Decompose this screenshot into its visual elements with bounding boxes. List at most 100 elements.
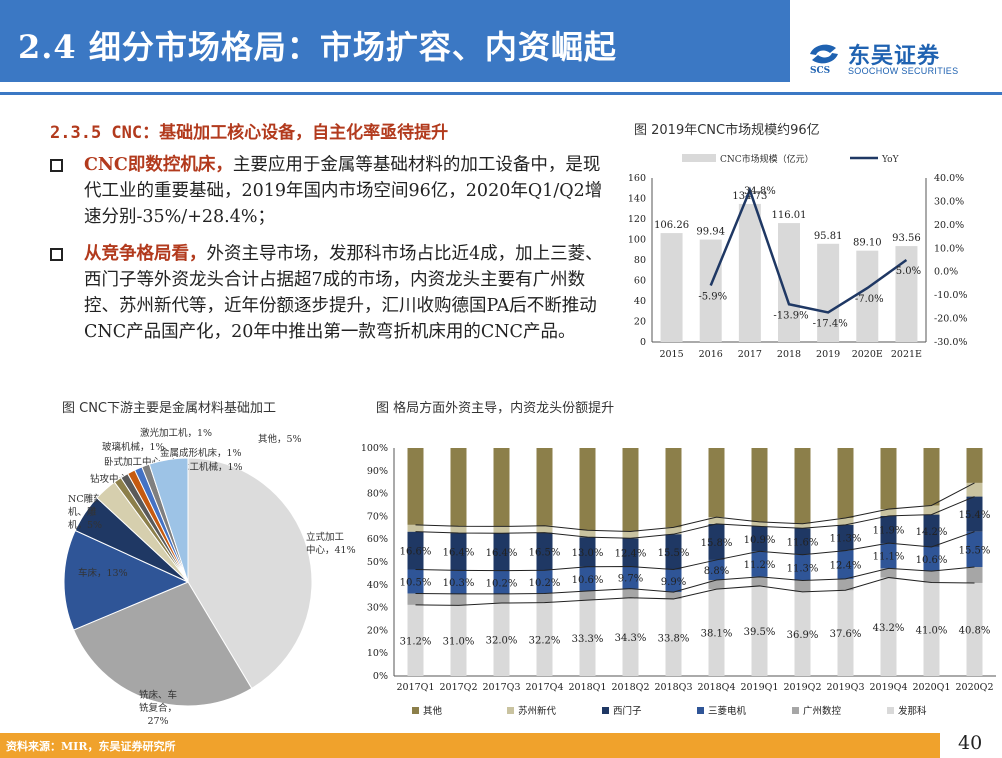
bar-value-label: 89.10 (853, 238, 882, 249)
share-bar-segment (536, 532, 553, 571)
share-label-mitsubishi: 11.2% (744, 560, 776, 571)
market-size-chart: CNC市场规模（亿元） YoY 0 20 40 60 80 100 120 140 160 -30.0… (628, 153, 968, 360)
share-bar-segment (450, 570, 467, 594)
pie-slice-label: 铣床、车铣复合， 27% (139, 689, 177, 727)
pie-slice-label: 玻璃机械，1% (102, 441, 165, 453)
bar-value-label: 93.56 (892, 233, 921, 244)
share-label-mitsubishi: 12.4% (830, 561, 862, 572)
logo-name-en: SOOCHOW SECURITIES (848, 66, 959, 76)
bullet-emphasis: 从竞争格局看， (84, 244, 207, 264)
share-label-mitsubishi: 10.5% (400, 577, 432, 588)
bar-value-label: 116.01 (772, 210, 807, 221)
share-bar-segment (880, 543, 897, 569)
share-label-mitsubishi: 15.5% (959, 545, 991, 556)
yoy-value-label: 34.8% (744, 186, 776, 197)
share-bar-segment (966, 448, 983, 483)
y-tick-label-left: 140 (628, 194, 646, 205)
share-bar-segment (751, 521, 768, 527)
x-tick-label: 2020Q1 (912, 682, 950, 693)
share-bar-segment (407, 524, 424, 532)
share-bar-segment (794, 580, 811, 592)
x-tick-label: 2018Q1 (568, 682, 606, 693)
y-tick-label: 80% (367, 489, 388, 500)
legend-swatch (412, 707, 419, 714)
yoy-value-label: 5.0% (896, 266, 921, 277)
share-label-mitsubishi: 10.2% (486, 578, 518, 589)
market-bar (778, 223, 800, 342)
share-bar-segment (407, 604, 424, 676)
yoy-line (709, 186, 908, 314)
bar-value-label: 99.94 (696, 227, 725, 238)
x-tick-label: 2019Q1 (740, 682, 778, 693)
share-bar-segment (536, 570, 553, 594)
pie-slice-label: 木工机械，1% (180, 461, 243, 473)
share-label-siemens: 13.0% (572, 548, 604, 559)
y-tick-label: 40% (367, 580, 388, 591)
x-tick-label: 2020Q2 (955, 682, 993, 693)
share-label-siemens: 10.9% (744, 535, 776, 546)
share-bar-segment (794, 528, 811, 555)
yoy-value-label: -13.9% (773, 310, 808, 321)
y-tick-label-left: 160 (628, 173, 646, 184)
x-tick-label: 2017Q2 (439, 682, 477, 693)
share-label-siemens: 16.4% (443, 548, 475, 559)
legend-swatch (792, 707, 799, 714)
share-bar-segment (493, 593, 510, 604)
share-label-mitsubishi: 10.6% (572, 575, 604, 586)
share-label-mitsubishi: 11.3% (787, 564, 819, 575)
market-bar (738, 203, 761, 342)
y-tick-label: 60% (367, 534, 388, 545)
share-label-fanuc: 31.0% (443, 637, 475, 648)
x-tick-label: 2019Q3 (826, 682, 864, 693)
share-bar-segment (708, 523, 725, 560)
share-bar-segment (708, 517, 725, 524)
share-bar-segment (837, 524, 854, 551)
share-bar-segment (622, 538, 639, 567)
legend-label: 广州数控 (803, 705, 842, 717)
share-label-fanuc: 43.2% (873, 623, 905, 634)
share-bar-segment (579, 566, 596, 591)
bullet-body: 外资主导市场，发那科市场占比近4成，加上三菱、西门子等外资龙头合计占据超7成的市… (84, 244, 603, 342)
share-label-fanuc: 41.0% (916, 625, 948, 636)
share-label-siemens: 11.3% (830, 534, 862, 545)
share-bar-segment (794, 448, 811, 524)
legend-swatch-bar (682, 154, 716, 162)
share-bar-segment (450, 593, 467, 606)
pie-slice (63, 529, 190, 631)
share-label-fanuc: 40.8% (959, 625, 991, 636)
share-label-fanuc: 32.2% (529, 635, 561, 646)
share-bar-segment (837, 448, 854, 518)
yoy-value-label: -17.4% (813, 318, 848, 329)
share-bar-segment (751, 448, 768, 522)
legend-swatch (697, 707, 704, 714)
x-tick-label: 2015 (659, 349, 683, 360)
y-tick-label: 10% (367, 648, 388, 659)
share-bar-segment (794, 591, 811, 676)
share-bar-segment (923, 546, 940, 572)
share-label-fanuc: 39.5% (744, 627, 776, 638)
pie-slice-label: 激光加工机，1% (140, 427, 212, 439)
share-bar-segment (923, 571, 940, 583)
share-bar-segment (966, 567, 983, 583)
pie-slice-label: 其他，5% (258, 433, 302, 445)
share-bar-segment (751, 585, 768, 676)
market-bar (660, 233, 683, 342)
bar-value-label: 106.26 (654, 220, 689, 231)
share-bar-segment (880, 568, 897, 578)
segment-connector-line (415, 566, 975, 595)
x-tick-label: 2017Q4 (525, 682, 563, 693)
share-label-fanuc: 33.8% (658, 633, 690, 644)
share-bar-segment (880, 509, 897, 516)
bullet-square-icon (50, 248, 63, 261)
y-tick-label-right: 30.0% (934, 196, 964, 207)
share-bar-segment (536, 525, 553, 533)
x-tick-label: 2018 (777, 349, 801, 360)
share-bar-segment (579, 600, 596, 676)
legend-swatch (507, 707, 514, 714)
segment-connector-line (415, 531, 975, 572)
share-label-siemens: 15.5% (658, 548, 690, 559)
x-tick-label: 2019 (816, 349, 840, 360)
pie-slice (72, 581, 253, 707)
market-chart-title: 图 2019年CNC市场规模约96亿 (634, 123, 820, 138)
share-bar-segment (708, 580, 725, 590)
